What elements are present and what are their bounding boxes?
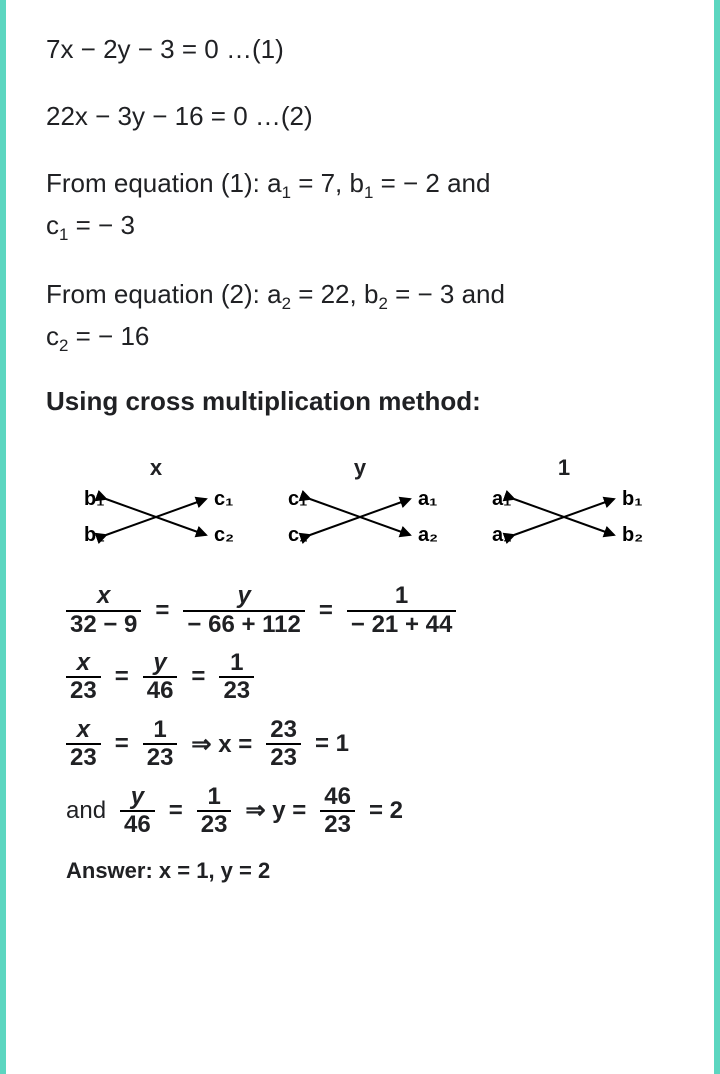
- fraction: 46 23: [320, 784, 355, 839]
- svg-text:b₁: b₁: [84, 488, 105, 510]
- denominator: 23: [66, 743, 101, 771]
- numerator: y: [233, 583, 254, 609]
- equals: =: [319, 597, 333, 625]
- document-page: 7x − 2y − 3 = 0 …(1) 22x − 3y − 16 = 0 ……: [0, 0, 720, 1074]
- cross-svg: c₁ a₁ c₂ a₂: [270, 487, 450, 547]
- step-3: x 23 = 1 23 ⇒ x = 23 23 = 1: [66, 717, 674, 772]
- text: From equation (1): a: [46, 168, 282, 198]
- from-eq2: From equation (2): a2 = 22, b2 = − 3 and…: [46, 275, 674, 358]
- numerator: 23: [266, 717, 301, 743]
- fraction: y 46: [120, 784, 155, 839]
- step-2: x 23 = y 46 = 1 23: [66, 650, 674, 705]
- denominator: 23: [143, 743, 178, 771]
- numerator: x: [73, 717, 94, 743]
- cross-top-label: 1: [558, 455, 570, 481]
- fraction: 1 23: [197, 784, 232, 839]
- text: From equation (2): a: [46, 279, 282, 309]
- svg-text:a₁: a₁: [418, 488, 437, 510]
- denominator: 23: [320, 810, 355, 838]
- tail-text: = 1: [315, 730, 349, 758]
- numerator: x: [93, 583, 114, 609]
- equals: =: [169, 797, 183, 825]
- svg-text:b₁: b₁: [622, 488, 643, 510]
- denominator: 32 − 9: [66, 610, 141, 638]
- text: = 22, b: [291, 279, 378, 309]
- fraction: y − 66 + 112: [183, 583, 304, 638]
- fraction: 1 23: [143, 717, 178, 772]
- fraction: x 23: [66, 717, 101, 772]
- svg-text:a₂: a₂: [492, 524, 512, 546]
- text: c: [46, 321, 59, 351]
- cross-block-x: x b₁ c₁ b₂ c₂: [66, 455, 246, 547]
- step-1: x 32 − 9 = y − 66 + 112 = 1 − 21 + 44: [66, 583, 674, 638]
- svg-text:c₁: c₁: [214, 488, 233, 510]
- numerator: 1: [226, 650, 247, 676]
- arrow-text: ⇒ x =: [191, 730, 252, 759]
- fraction: 1 23: [219, 650, 254, 705]
- step-4: and y 46 = 1 23 ⇒ y = 46 23 = 2: [66, 784, 674, 839]
- numerator: y: [127, 784, 148, 810]
- svg-text:c₁: c₁: [288, 488, 307, 510]
- cross-top-label: y: [354, 455, 366, 481]
- fraction: x 32 − 9: [66, 583, 141, 638]
- svg-text:b₂: b₂: [84, 524, 105, 546]
- tail-text: = 2: [369, 797, 403, 825]
- final-answer: Answer: x = 1, y = 2: [66, 858, 674, 884]
- text: c: [46, 210, 59, 240]
- from-eq1: From equation (1): a1 = 7, b1 = − 2 and …: [46, 164, 674, 247]
- text: = − 16: [68, 321, 149, 351]
- equation-1: 7x − 2y − 3 = 0 …(1): [46, 30, 674, 69]
- numerator: y: [149, 650, 170, 676]
- numerator: x: [73, 650, 94, 676]
- denominator: 23: [197, 810, 232, 838]
- equals: =: [191, 663, 205, 691]
- fraction: 23 23: [266, 717, 301, 772]
- fraction: 1 − 21 + 44: [347, 583, 456, 638]
- cross-svg: b₁ c₁ b₂ c₂: [66, 487, 246, 547]
- denominator: 23: [219, 676, 254, 704]
- fraction: x 23: [66, 650, 101, 705]
- denominator: − 21 + 44: [347, 610, 456, 638]
- denominator: − 66 + 112: [183, 610, 304, 638]
- cross-multiplication-diagram: x b₁ c₁ b₂ c₂ y c₁ a₁ c₂ a₂: [46, 445, 674, 571]
- text: = − 3: [68, 210, 135, 240]
- numerator: 1: [203, 784, 224, 810]
- numerator: 1: [391, 583, 412, 609]
- denominator: 46: [120, 810, 155, 838]
- equals: =: [115, 730, 129, 758]
- lead-text: and: [66, 797, 106, 825]
- denominator: 23: [66, 676, 101, 704]
- equals: =: [115, 663, 129, 691]
- cross-block-1: 1 a₁ b₁ a₂ b₂: [474, 455, 654, 547]
- text: = − 3 and: [388, 279, 505, 309]
- numerator: 1: [149, 717, 170, 743]
- text: = − 2 and: [373, 168, 490, 198]
- denominator: 23: [266, 743, 301, 771]
- equals: =: [155, 597, 169, 625]
- equation-2: 22x − 3y − 16 = 0 …(2): [46, 97, 674, 136]
- denominator: 46: [143, 676, 178, 704]
- arrow-text: ⇒ y =: [245, 796, 306, 825]
- svg-text:c₂: c₂: [288, 524, 308, 546]
- cross-svg: a₁ b₁ a₂ b₂: [474, 487, 654, 547]
- svg-text:c₂: c₂: [214, 524, 234, 546]
- svg-text:a₂: a₂: [418, 524, 438, 546]
- fraction: y 46: [143, 650, 178, 705]
- method-heading: Using cross multiplication method:: [46, 386, 674, 417]
- cross-block-y: y c₁ a₁ c₂ a₂: [270, 455, 450, 547]
- cross-top-label: x: [150, 455, 162, 481]
- numerator: 46: [320, 784, 355, 810]
- svg-text:a₁: a₁: [492, 488, 511, 510]
- text: = 7, b: [291, 168, 364, 198]
- svg-text:b₂: b₂: [622, 524, 643, 546]
